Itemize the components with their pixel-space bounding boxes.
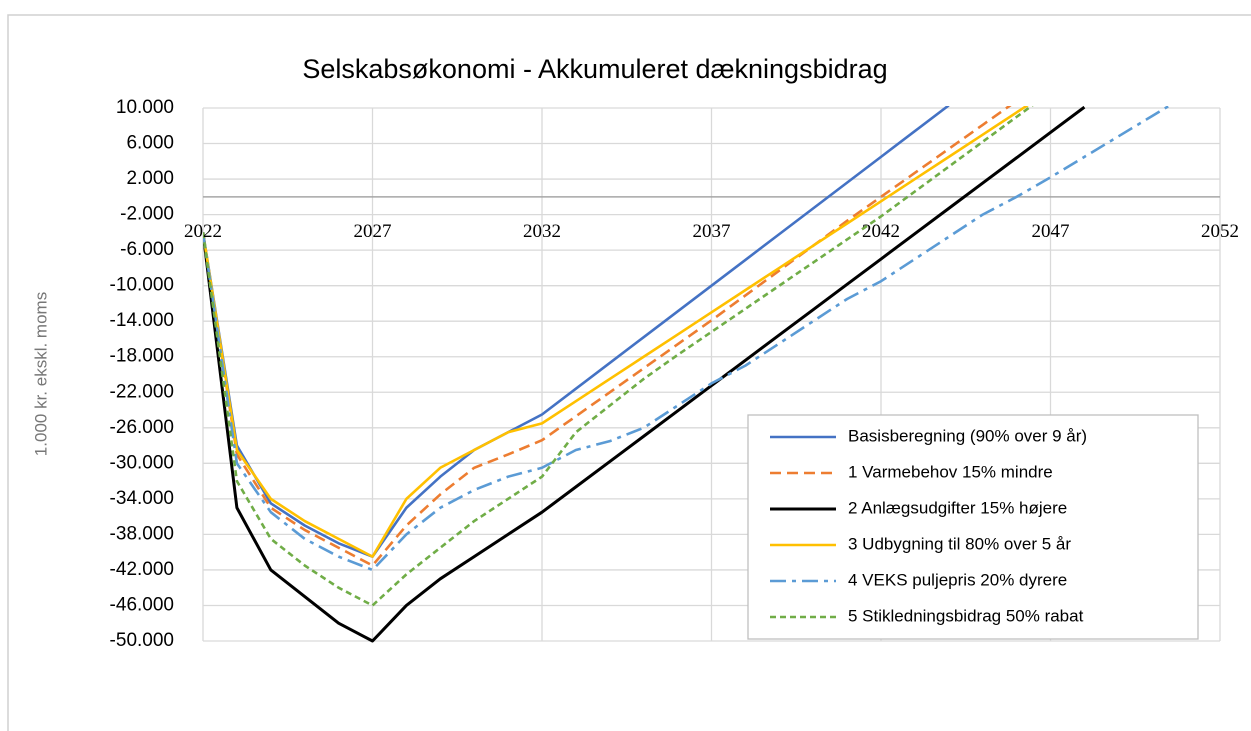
y-tick-label: -34.000 xyxy=(110,488,174,509)
y-tick-label: 10.000 xyxy=(116,97,174,118)
y-tick-label: -14.000 xyxy=(110,310,174,331)
legend-label: Basisberegning (90% over 9 år) xyxy=(848,426,1087,445)
y-tick-label: -30.000 xyxy=(110,452,174,473)
y-tick-label: -50.000 xyxy=(110,630,174,651)
legend-label: 4 VEKS puljepris 20% dyrere xyxy=(848,570,1067,589)
legend-label: 2 Anlægsudgifter 15% højere xyxy=(848,498,1067,517)
y-tick-label: -22.000 xyxy=(110,381,174,402)
x-tick-label: 2037 xyxy=(693,221,731,242)
series-line xyxy=(203,106,1034,607)
series-line xyxy=(203,106,1086,643)
legend-label: 1 Varmebehov 15% mindre xyxy=(848,462,1053,481)
x-tick-label: 2022 xyxy=(184,221,222,242)
y-tick-label: 2.000 xyxy=(126,168,174,189)
legend-box xyxy=(747,414,1199,640)
y-tick-label: -18.000 xyxy=(110,346,174,367)
y-tick-label: 6.000 xyxy=(126,133,174,154)
y-tick-label: -2.000 xyxy=(120,204,174,225)
x-tick-label: 2042 xyxy=(862,221,900,242)
x-tick-label: 2047 xyxy=(1032,221,1070,242)
y-tick-label: -26.000 xyxy=(110,417,174,438)
y-tick-label: -10.000 xyxy=(110,275,174,296)
y-axis-label: 1.000 kr. ekskl. moms xyxy=(31,292,50,456)
frame xyxy=(7,14,1251,731)
series-line xyxy=(203,106,950,558)
legend-label: 5 Stikledningsbidrag 50% rabat xyxy=(848,606,1084,625)
y-tick-label: -46.000 xyxy=(110,594,174,615)
x-tick-label: 2027 xyxy=(354,221,392,242)
y-tick-label: -38.000 xyxy=(110,523,174,544)
legend-label: 3 Udbygning til 80% over 5 år xyxy=(848,534,1071,553)
chart-title: Selskabsøkonomi - Akkumuleret dækningsbi… xyxy=(302,54,887,84)
x-tick-label: 2052 xyxy=(1201,221,1239,242)
series-line xyxy=(203,106,1029,558)
series-line xyxy=(203,106,1012,567)
y-tick-label: -6.000 xyxy=(120,239,174,260)
series-line xyxy=(203,106,1172,572)
y-tick-label: -42.000 xyxy=(110,559,174,580)
x-tick-label: 2032 xyxy=(523,221,561,242)
